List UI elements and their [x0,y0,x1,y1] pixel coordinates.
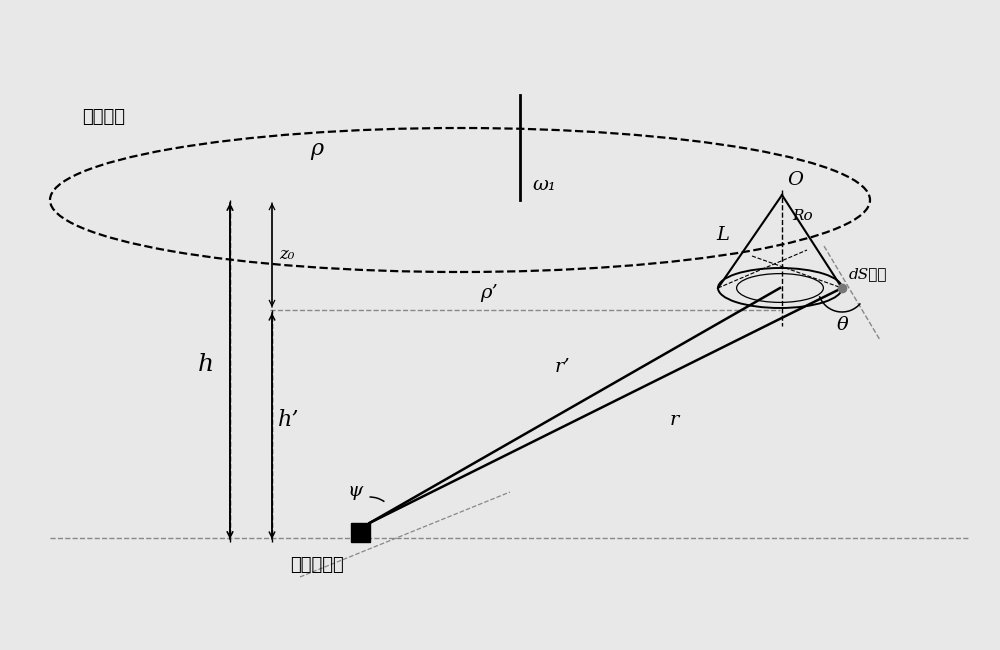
Text: ω₁: ω₁ [532,176,556,194]
Text: ρ’: ρ’ [480,284,498,302]
Text: Ro: Ro [792,209,813,223]
Text: 公转轨道: 公转轨道 [82,108,125,126]
Polygon shape [351,523,370,542]
Text: O: O [787,171,803,189]
Text: θ: θ [837,316,849,334]
Text: h: h [198,353,214,376]
Text: r’: r’ [555,358,571,376]
Text: dS面元: dS面元 [849,267,888,281]
Text: ρ: ρ [310,138,323,160]
Text: z₀: z₀ [279,246,294,263]
Text: r: r [670,411,679,429]
Text: 蜕发源平面: 蜕发源平面 [290,556,344,574]
Text: ψ: ψ [348,482,363,500]
Text: h’: h’ [278,409,300,431]
Text: L: L [716,226,729,244]
